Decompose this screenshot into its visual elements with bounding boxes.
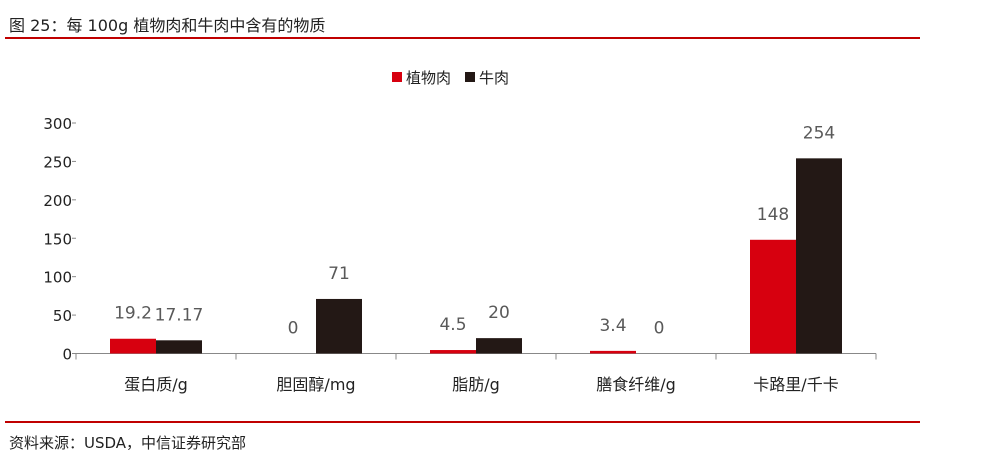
x-category-label: 胆固醇/mg [276,375,355,394]
source-rule [5,421,920,423]
data-label: 148 [757,205,789,225]
y-tick-label: 200 [43,192,72,210]
legend-label: 植物肉 [406,69,451,87]
data-label: 0 [654,319,665,339]
bar [430,350,476,354]
data-label: 17.17 [155,305,204,325]
x-category-label: 卡路里/千卡 [753,375,838,394]
bar [590,350,636,354]
title-rule [5,37,920,39]
x-category-label: 脂肪/g [452,375,500,394]
figure-title: 图 25：每 100g 植物肉和牛肉中含有的物质 [9,16,326,35]
data-label: 254 [803,123,835,143]
source-note: 资料来源：USDA，中信证券研究部 [9,434,247,452]
data-label: 20 [488,303,510,323]
data-label: 0 [288,319,299,339]
y-tick-label: 250 [43,153,72,171]
y-tick-label: 100 [43,269,72,287]
y-tick-label: 0 [62,346,72,364]
bar [476,338,522,354]
x-category-label: 膳食纤维/g [596,375,676,394]
data-label: 19.2 [114,304,152,324]
y-tick-label: 150 [43,230,72,248]
data-label: 4.5 [439,315,466,335]
y-tick-label: 50 [53,307,72,325]
bar [110,338,156,354]
bar [316,298,362,354]
bar [750,239,796,354]
data-label: 71 [328,264,350,284]
data-label: 3.4 [599,316,626,336]
bar [796,158,842,354]
legend-swatch [392,72,402,82]
y-tick-label: 300 [43,115,72,133]
legend-label: 牛肉 [479,69,509,87]
bar [156,340,202,354]
legend-swatch [465,72,475,82]
x-category-label: 蛋白质/g [124,375,188,394]
